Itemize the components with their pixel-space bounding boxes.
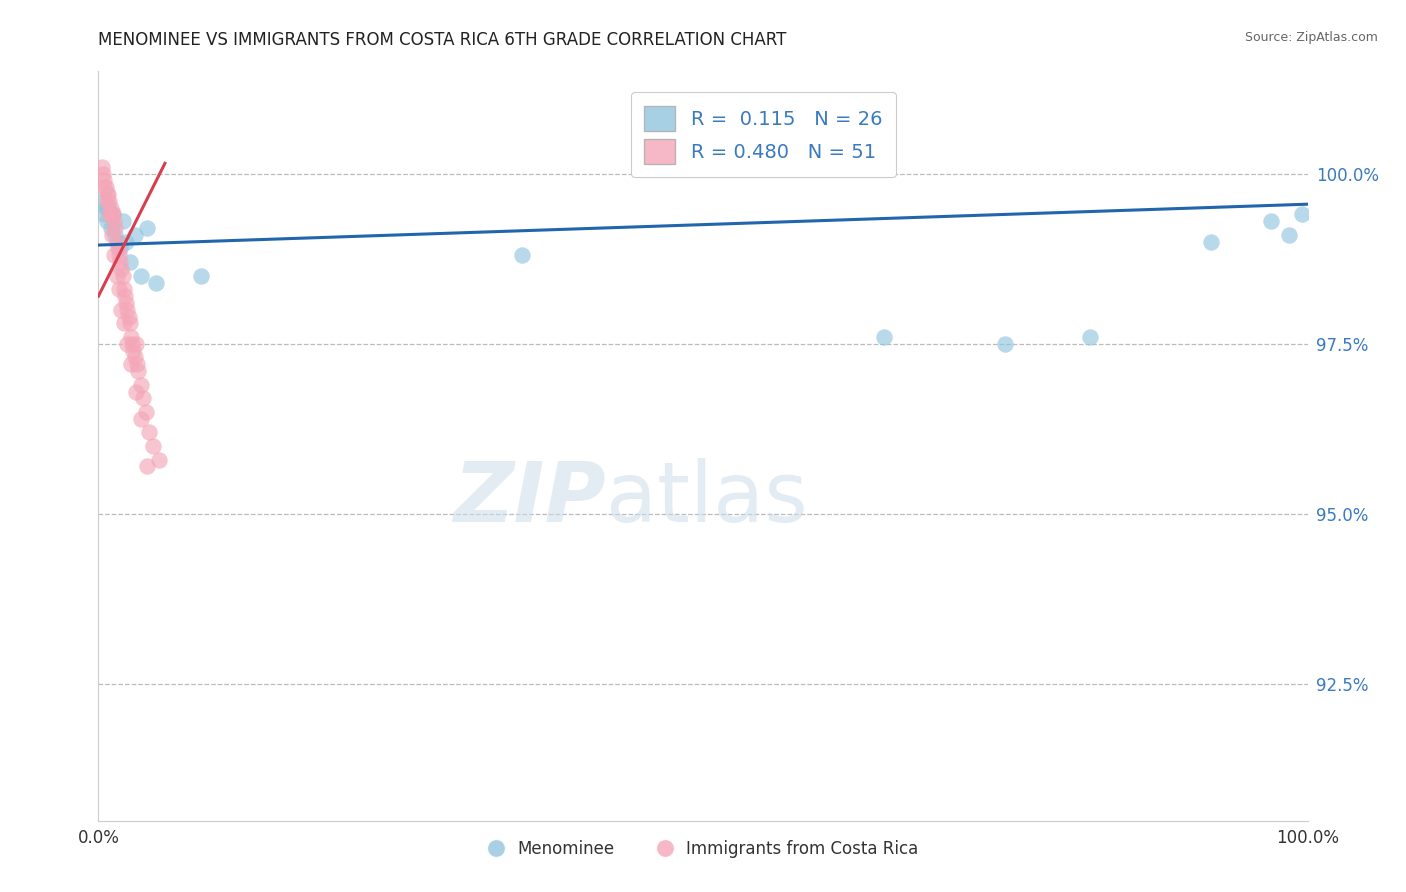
Point: [1291, 207, 1313, 221]
Point: [108, 248, 131, 262]
Point: [112, 282, 135, 296]
Point: [101, 207, 124, 221]
Point: [103, 248, 125, 262]
Point: [96, 214, 118, 228]
Point: [124, 351, 146, 365]
Point: [107, 235, 129, 249]
Point: [129, 411, 152, 425]
Point: [94, 180, 117, 194]
Point: [96, 194, 118, 208]
Point: [125, 336, 148, 351]
Point: [112, 317, 135, 331]
Point: [91, 194, 114, 208]
Point: [124, 227, 146, 242]
Point: [145, 276, 167, 290]
Point: [93, 180, 115, 194]
Point: [142, 439, 165, 453]
Point: [115, 296, 138, 310]
Point: [127, 364, 149, 378]
Point: [103, 214, 125, 228]
Point: [108, 242, 131, 256]
Point: [111, 268, 134, 283]
Point: [101, 207, 124, 221]
Point: [105, 268, 128, 283]
Point: [994, 336, 1017, 351]
Point: [91, 160, 114, 174]
Point: [110, 302, 132, 317]
Point: [97, 201, 120, 215]
Text: ZIP: ZIP: [454, 458, 606, 539]
Point: [127, 357, 149, 371]
Point: [96, 186, 118, 201]
Point: [1278, 227, 1301, 242]
Point: [129, 268, 152, 283]
Point: [110, 261, 132, 276]
Point: [93, 173, 115, 187]
Point: [117, 302, 139, 317]
Point: [108, 255, 131, 269]
Point: [1078, 330, 1101, 344]
Point: [100, 201, 122, 215]
Point: [120, 357, 142, 371]
Point: [115, 235, 138, 249]
Point: [121, 336, 143, 351]
Point: [100, 227, 122, 242]
Text: MENOMINEE VS IMMIGRANTS FROM COSTA RICA 6TH GRADE CORRELATION CHART: MENOMINEE VS IMMIGRANTS FROM COSTA RICA …: [98, 31, 787, 49]
Text: atlas: atlas: [606, 458, 808, 539]
Point: [100, 207, 122, 221]
Point: [1260, 214, 1282, 228]
Point: [125, 384, 148, 399]
Point: [111, 214, 134, 228]
Point: [98, 194, 121, 208]
Point: [118, 310, 141, 324]
Point: [117, 336, 139, 351]
Point: [120, 330, 142, 344]
Point: [108, 282, 131, 296]
Point: [104, 227, 127, 242]
Point: [148, 452, 170, 467]
Point: [114, 289, 136, 303]
Point: [118, 255, 141, 269]
Point: [1199, 235, 1222, 249]
Point: [129, 377, 152, 392]
Point: [135, 405, 157, 419]
Point: [98, 207, 121, 221]
Point: [122, 343, 145, 358]
Point: [93, 207, 115, 221]
Point: [97, 186, 120, 201]
Legend: Menominee, Immigrants from Costa Rica: Menominee, Immigrants from Costa Rica: [481, 833, 925, 864]
Point: [104, 221, 127, 235]
Point: [190, 268, 212, 283]
Point: [132, 392, 155, 406]
Point: [135, 459, 157, 474]
Text: Source: ZipAtlas.com: Source: ZipAtlas.com: [1244, 31, 1378, 45]
Point: [118, 317, 141, 331]
Point: [100, 221, 122, 235]
Point: [94, 201, 117, 215]
Point: [91, 167, 114, 181]
Point: [107, 242, 129, 256]
Point: [873, 330, 896, 344]
Point: [138, 425, 160, 440]
Point: [135, 221, 157, 235]
Point: [510, 248, 533, 262]
Point: [105, 235, 128, 249]
